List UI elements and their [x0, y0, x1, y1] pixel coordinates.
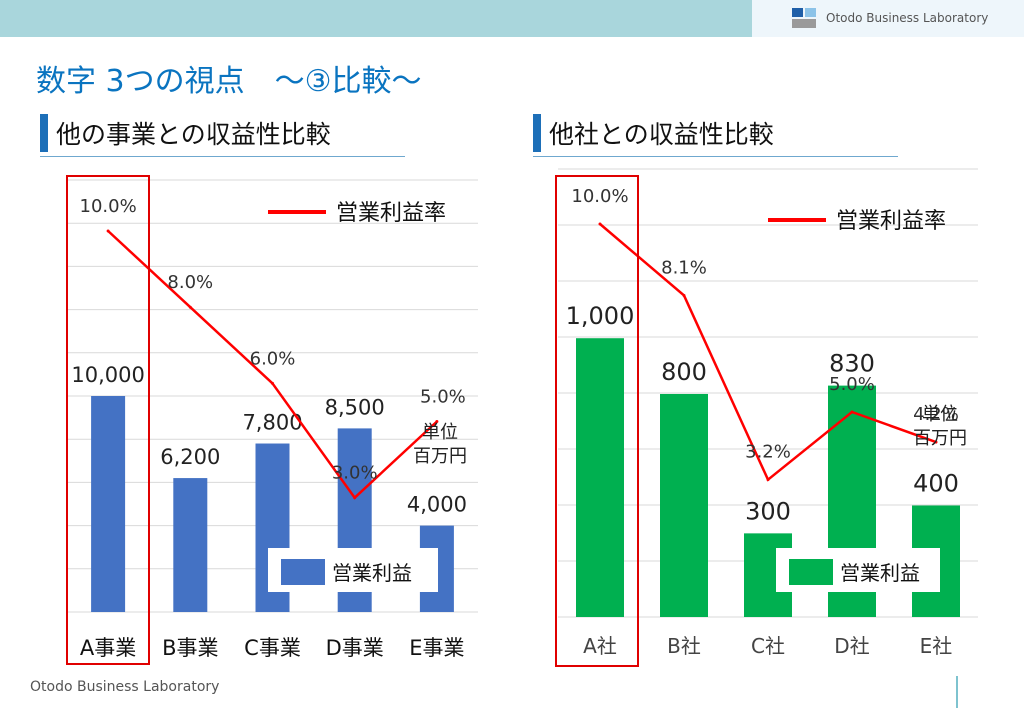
bar — [576, 338, 624, 617]
side-accent — [956, 676, 958, 708]
line-point — [598, 222, 602, 226]
unit-label: 単位 — [422, 422, 458, 443]
line-point — [353, 496, 357, 500]
line-point — [934, 440, 938, 444]
line-value-label: 8.1% — [661, 257, 707, 278]
bar — [173, 478, 208, 612]
bar-legend-label: 営業利益 — [840, 561, 920, 585]
category-label: D社 — [834, 634, 869, 658]
header-brand-text: Otodo Business Laboratory — [826, 11, 989, 25]
unit-label: 百万円 — [413, 446, 467, 467]
line-value-label: 5.0% — [420, 387, 466, 408]
bar-value-label: 800 — [661, 358, 707, 386]
page-title: 数字 3つの視点 ～③比較～ — [36, 64, 422, 99]
line-value-label: 3.0% — [332, 463, 378, 484]
category-label: C社 — [751, 634, 785, 658]
footer-brand: Otodo Business Laboratory — [30, 679, 220, 695]
bar-value-label: 4,000 — [407, 493, 467, 517]
line-value-label: 10.0% — [571, 186, 628, 207]
category-label: C事業 — [244, 636, 301, 660]
category-label: E事業 — [409, 636, 464, 660]
top-banner — [0, 0, 752, 37]
bar-value-label: 400 — [913, 469, 959, 497]
unit-label: 単位 — [922, 404, 958, 425]
left-section-marker — [40, 114, 48, 152]
bar-legend-swatch — [281, 559, 325, 585]
line-value-label: 8.0% — [167, 272, 213, 293]
line-point — [682, 293, 686, 297]
highlight-box — [555, 175, 639, 667]
category-label: E社 — [920, 634, 953, 658]
right-section-title: 他社との収益性比較 — [549, 120, 774, 149]
line-value-label: 5.0% — [829, 374, 875, 395]
bar-value-label: 1,000 — [566, 302, 635, 330]
left-section-title: 他の事業との収益性比較 — [56, 120, 331, 149]
bar-value-label: 10,000 — [71, 363, 144, 387]
line-point — [766, 478, 770, 482]
category-label: D事業 — [326, 636, 384, 660]
left-section-underline — [40, 156, 405, 157]
right-section-marker — [533, 114, 541, 152]
bar — [91, 396, 126, 612]
bar-value-label: 8,500 — [325, 395, 385, 419]
brand-header — [752, 0, 1024, 37]
bar-value-label: 300 — [745, 497, 791, 525]
category-label: B事業 — [162, 636, 218, 660]
bar-value-label: 830 — [829, 350, 875, 378]
bar — [660, 393, 708, 617]
unit-label: 百万円 — [913, 428, 967, 449]
highlight-box — [66, 175, 150, 665]
brand-logo-icon — [792, 8, 816, 29]
line-value-label: 3.2% — [745, 442, 791, 463]
bar-legend-label: 営業利益 — [332, 561, 412, 585]
line-legend-label: 営業利益率 — [836, 209, 946, 234]
category-label: B社 — [667, 634, 701, 658]
category-label: A事業 — [80, 636, 136, 660]
line-value-label: 10.0% — [80, 196, 137, 217]
bar-value-label: 6,200 — [160, 445, 220, 469]
line-point — [271, 381, 274, 385]
category-label: A社 — [583, 634, 617, 658]
bar-value-label: 7,800 — [242, 411, 302, 435]
bar-legend-swatch — [789, 559, 833, 585]
right-section-underline — [533, 156, 898, 157]
line-point — [850, 410, 854, 414]
line-point — [435, 420, 439, 423]
line-point — [106, 229, 110, 233]
line-value-label: 6.0% — [250, 348, 296, 369]
line-value-label: 4.2% — [913, 404, 959, 425]
line-legend-label: 営業利益率 — [336, 201, 446, 226]
line-point — [188, 305, 192, 309]
